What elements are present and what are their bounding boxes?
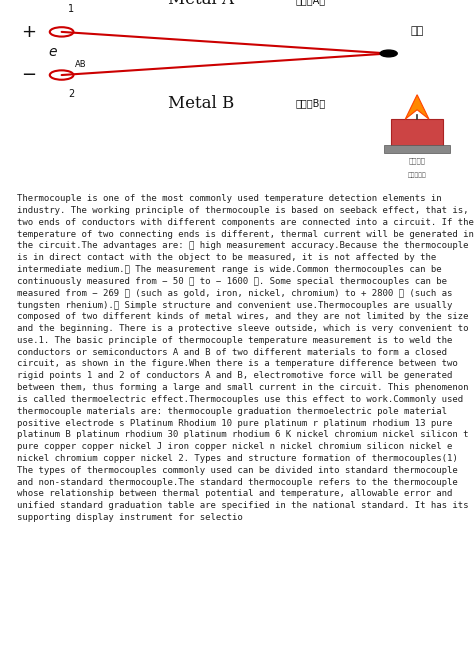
FancyBboxPatch shape — [384, 145, 450, 153]
Text: 加热: 加热 — [410, 26, 424, 36]
Text: −: − — [21, 66, 36, 84]
Text: AB: AB — [75, 60, 86, 69]
Text: （金属B）: （金属B） — [295, 98, 326, 108]
Text: Metal B: Metal B — [168, 94, 235, 112]
Text: 1: 1 — [68, 5, 74, 14]
Text: 七星自行: 七星自行 — [409, 157, 426, 163]
Text: e: e — [48, 45, 56, 58]
Text: 实验室仪器: 实验室仪器 — [408, 173, 427, 178]
Text: Thermocouple is one of the most commonly used temperature detection elements in : Thermocouple is one of the most commonly… — [17, 194, 474, 522]
Text: 2: 2 — [68, 89, 74, 98]
Polygon shape — [405, 94, 429, 119]
Text: +: + — [21, 23, 36, 41]
Text: （金属A）: （金属A） — [295, 0, 326, 5]
FancyBboxPatch shape — [391, 119, 443, 147]
Circle shape — [380, 50, 397, 57]
Text: Metal A: Metal A — [168, 0, 235, 9]
